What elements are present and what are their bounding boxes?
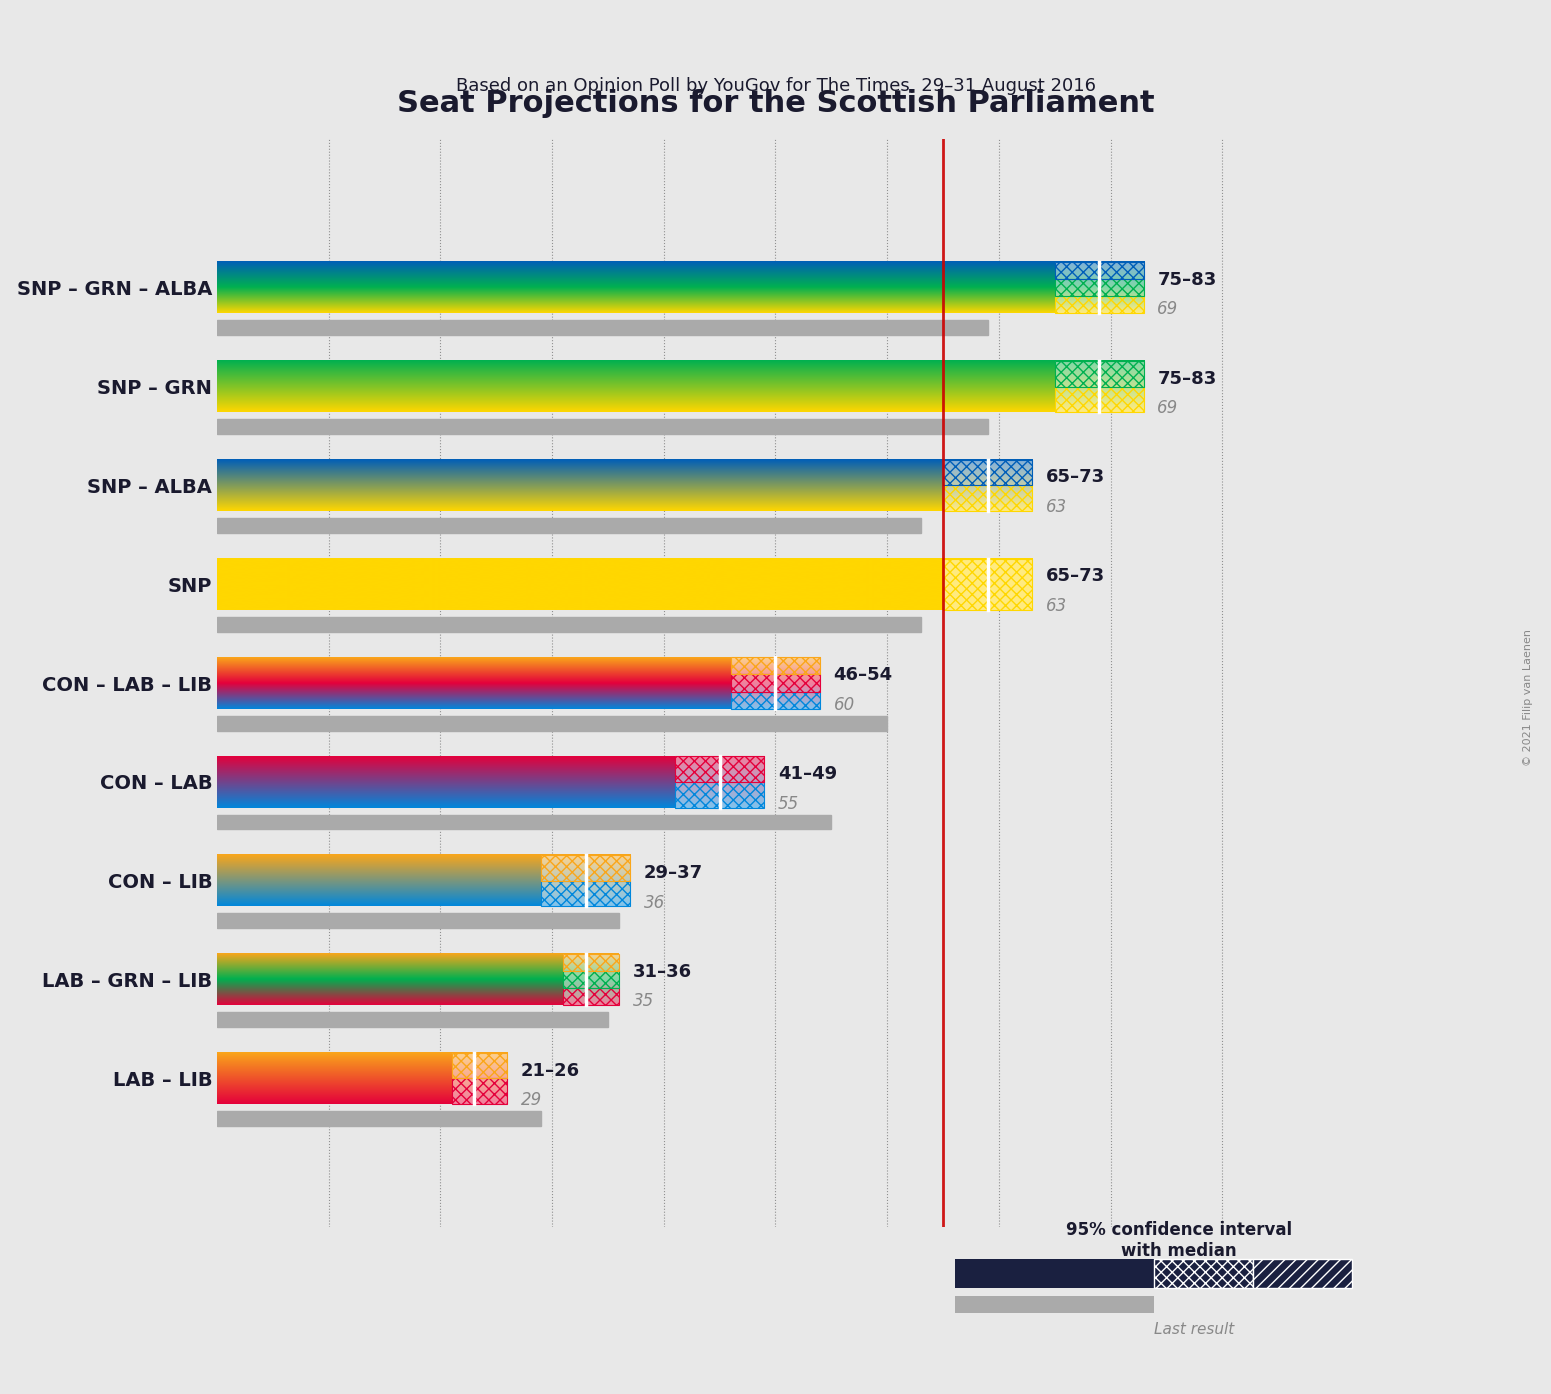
Text: 31–36: 31–36 (633, 963, 692, 981)
Bar (731, 691, 820, 708)
Title: Seat Projections for the Scottish Parliament: Seat Projections for the Scottish Parlia… (397, 89, 1154, 117)
Bar (1055, 297, 1145, 314)
Bar (731, 675, 820, 691)
Bar (1055, 386, 1145, 413)
Bar (217, 420, 988, 434)
Bar (451, 1052, 507, 1079)
Bar (217, 519, 921, 533)
Bar (541, 881, 630, 906)
Text: 41–49: 41–49 (777, 765, 838, 783)
Bar (675, 756, 765, 782)
Text: 75–83: 75–83 (1157, 369, 1216, 388)
Text: 21–26: 21–26 (521, 1062, 580, 1079)
Bar (943, 559, 1033, 611)
Bar (1055, 297, 1145, 314)
Bar (541, 855, 630, 881)
Bar (217, 321, 988, 335)
Text: 95% confidence interval
with median: 95% confidence interval with median (1066, 1221, 1292, 1260)
Bar (955, 1259, 1154, 1288)
Bar (1055, 386, 1145, 413)
Bar (1055, 361, 1145, 386)
Bar (955, 1296, 1154, 1313)
Text: Last result: Last result (1154, 1322, 1235, 1337)
Bar (1055, 279, 1145, 297)
Bar (1055, 262, 1145, 279)
Bar (217, 715, 887, 730)
Text: 29: 29 (521, 1092, 543, 1110)
Bar (943, 559, 1033, 611)
Text: 69: 69 (1157, 301, 1179, 318)
Bar (675, 782, 765, 807)
Text: 63: 63 (1045, 498, 1067, 516)
Text: 60: 60 (833, 696, 855, 714)
Bar (1055, 279, 1145, 297)
Bar (1253, 1259, 1352, 1288)
Bar (1154, 1259, 1253, 1288)
Bar (451, 1079, 507, 1104)
Text: 36: 36 (644, 894, 665, 912)
Text: 46–54: 46–54 (833, 666, 893, 684)
Bar (563, 988, 619, 1005)
Bar (451, 1052, 507, 1079)
Bar (1055, 262, 1145, 279)
Bar (541, 881, 630, 906)
Bar (563, 972, 619, 988)
Bar (563, 953, 619, 972)
Bar (541, 855, 630, 881)
Bar (563, 988, 619, 1005)
Bar (731, 658, 820, 675)
Text: © 2021 Filip van Laenen: © 2021 Filip van Laenen (1523, 629, 1532, 765)
Text: Based on an Opinion Poll by YouGov for The Times, 29–31 August 2016: Based on an Opinion Poll by YouGov for T… (456, 77, 1095, 95)
Text: 29–37: 29–37 (644, 864, 703, 882)
Bar (731, 658, 820, 675)
Bar (451, 1079, 507, 1104)
Bar (217, 616, 921, 631)
Bar (675, 782, 765, 807)
Bar (563, 972, 619, 988)
Bar (675, 756, 765, 782)
Bar (943, 460, 1033, 485)
Text: 75–83: 75–83 (1157, 270, 1216, 289)
Bar (217, 814, 831, 829)
Text: 69: 69 (1157, 399, 1179, 417)
Bar (217, 913, 619, 928)
Bar (943, 485, 1033, 512)
Bar (1055, 361, 1145, 386)
Bar (217, 1012, 608, 1027)
Bar (731, 675, 820, 691)
Bar (217, 1111, 541, 1126)
Text: 65–73: 65–73 (1045, 567, 1104, 585)
Text: 63: 63 (1045, 597, 1067, 615)
Bar (731, 691, 820, 708)
Bar (943, 460, 1033, 485)
Bar (943, 485, 1033, 512)
Text: 65–73: 65–73 (1045, 468, 1104, 487)
Text: 35: 35 (633, 993, 655, 1011)
Text: 55: 55 (777, 795, 799, 813)
Bar (563, 953, 619, 972)
